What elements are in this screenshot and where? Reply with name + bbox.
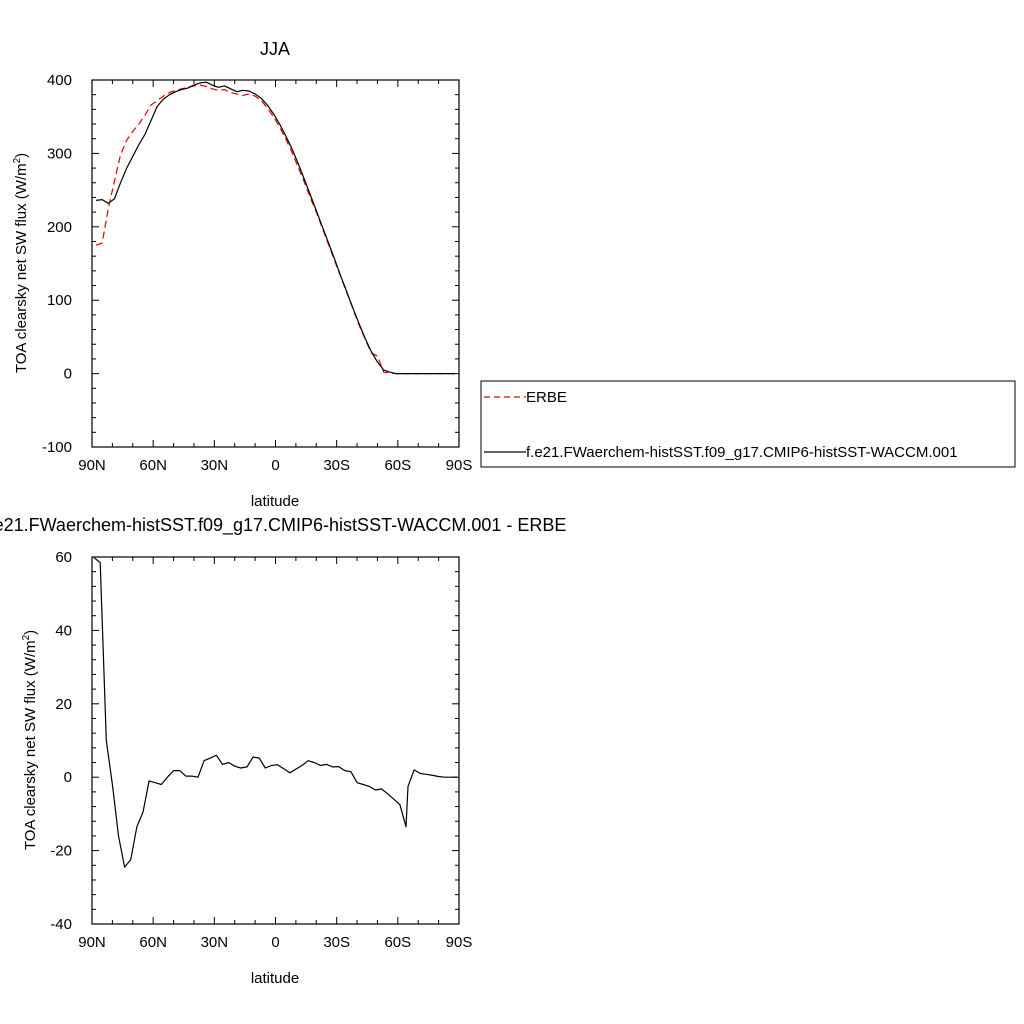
x-tick-label: 90N: [78, 934, 106, 951]
y-axis-label-suffix: ): [13, 153, 30, 158]
legend-label-erbe: ERBE: [526, 389, 567, 406]
y-axis-label-superscript: 2: [12, 157, 23, 163]
series-line-model: [96, 81, 455, 375]
x-tick-label: 90N: [78, 457, 106, 474]
y-tick-label: -40: [50, 916, 72, 933]
chart-title: f.e21.FWaerchem-histSST.f09_g17.CMIP6-hi…: [0, 515, 566, 536]
x-tick-label: 30S: [323, 457, 350, 474]
x-tick-label: 60S: [384, 934, 411, 951]
plot-frame: [91, 79, 460, 448]
y-axis-label-prefix: TOA clearsky net SW flux (W/m: [13, 163, 30, 373]
axis-ticks: 90N 60N 30N 0 30S 60S 90S -100 0 100 200 300 400: [42, 72, 472, 474]
series-lines: [95, 81, 455, 375]
x-axis-label: latitude: [251, 970, 299, 987]
y-tick-label: 40: [55, 622, 72, 639]
x-tick-label: 90S: [446, 934, 473, 951]
y-tick-label: -20: [50, 843, 72, 860]
x-tick-label: 60N: [139, 934, 167, 951]
y-axis-label-suffix: ): [22, 630, 39, 635]
x-tick-label: 30N: [201, 457, 229, 474]
x-tick-label: 30S: [323, 934, 350, 951]
x-tick-label: 60S: [384, 457, 411, 474]
y-tick-label: 300: [47, 145, 72, 162]
x-tick-label: 0: [271, 934, 279, 951]
legend-label-model: f.e21.FWaerchem-histSST.f09_g17.CMIP6-hi…: [526, 444, 958, 461]
y-axis-label: TOA clearsky net SW flux (W/m2): [12, 153, 30, 373]
y-tick-label: 60: [55, 549, 72, 566]
y-tick-label: 0: [64, 366, 72, 383]
x-tick-label: 0: [271, 457, 279, 474]
x-tick-label: 60N: [139, 457, 167, 474]
plot-frame: [91, 556, 460, 925]
y-axis-label-superscript: 2: [21, 634, 32, 640]
y-tick-label: 400: [47, 72, 72, 89]
y-tick-label: 100: [47, 292, 72, 309]
y-tick-label: 200: [47, 219, 72, 236]
legend-box: [480, 380, 1016, 468]
axis-ticks: 90N 60N 30N 0 30S 60S 90S -40 -20 0 20 40 60: [50, 549, 472, 951]
chart-title: JJA: [260, 39, 290, 59]
bottom-chart: f.e21.FWaerchem-histSST.f09_g17.CMIP6-hi…: [0, 515, 566, 987]
series-line-erbe: [95, 84, 455, 375]
legend: ERBE f.e21.FWaerchem-histSST.f09_g17.CMI…: [480, 380, 1016, 468]
y-tick-label: -100: [42, 439, 72, 456]
x-tick-label: 90S: [446, 457, 473, 474]
x-axis-label: latitude: [251, 493, 299, 510]
y-tick-label: 20: [55, 696, 72, 713]
x-tick-label: 30N: [201, 934, 229, 951]
top-chart: JJA 90N 60N 30N 0 30S 60S 90S -100 0 100 200 300 400…: [12, 39, 472, 510]
y-axis-label-prefix: TOA clearsky net SW flux (W/m: [22, 640, 39, 850]
series-lines: [93, 557, 457, 868]
y-axis-label: TOA clearsky net SW flux (W/m2): [21, 630, 39, 850]
y-tick-label: 0: [64, 769, 72, 786]
series-line-difference: [93, 557, 457, 868]
